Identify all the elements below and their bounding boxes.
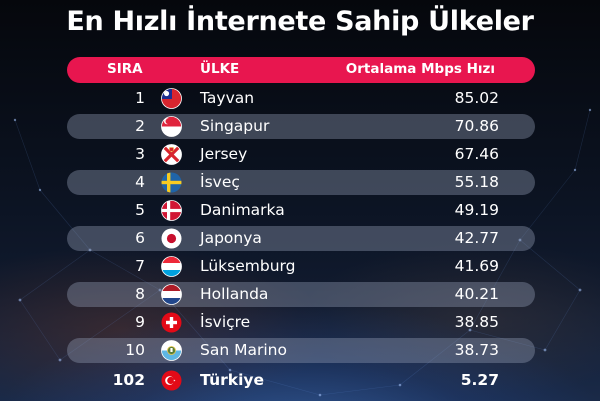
table-row: 2 Singapur 70.86	[67, 114, 535, 139]
row-rank: 8	[135, 285, 145, 303]
row-rank: 9	[135, 313, 145, 331]
taiwan-flag-icon	[161, 88, 182, 109]
row-rank: 4	[135, 173, 145, 191]
row-rank: 102	[112, 371, 145, 389]
row-country: Japonya	[200, 229, 262, 247]
row-speed: 67.46	[454, 145, 499, 163]
row-speed: 42.77	[454, 229, 499, 247]
row-rank: 3	[135, 145, 145, 163]
table-row: 4 İsveç 55.18	[67, 170, 535, 195]
row-speed: 38.85	[454, 313, 499, 331]
header-rank: SIRA	[107, 61, 143, 77]
table-row-highlight: 102 Türkiye 5.27	[67, 368, 535, 393]
turkey-flag-icon	[161, 370, 182, 391]
row-country: Türkiye	[200, 371, 265, 389]
row-stripe	[67, 114, 535, 139]
row-country: Danimarka	[200, 201, 285, 219]
row-country: İsveç	[200, 173, 240, 191]
row-country: Tayvan	[200, 89, 255, 107]
page-title: En Hızlı İnternete Sahip Ülkeler	[66, 6, 534, 37]
row-speed: 55.18	[454, 173, 499, 191]
switzerland-flag-icon	[161, 312, 182, 333]
table-row: 7 Lüksemburg 41.69	[67, 254, 535, 279]
singapore-flag-icon	[161, 116, 182, 137]
sweden-flag-icon	[161, 172, 182, 193]
table-row: 5 Danimarka 49.19	[67, 198, 535, 223]
row-stripe	[67, 338, 535, 363]
table-row: 3 Jersey 67.46	[67, 142, 535, 167]
row-country: Lüksemburg	[200, 257, 296, 275]
row-speed: 85.02	[454, 89, 499, 107]
row-rank: 10	[125, 341, 145, 359]
japan-flag-icon	[161, 228, 182, 249]
row-speed: 40.21	[454, 285, 499, 303]
table-row: 8 Hollanda 40.21	[67, 282, 535, 307]
row-speed: 38.73	[454, 341, 499, 359]
row-country: Hollanda	[200, 285, 269, 303]
san-marino-flag-icon	[161, 340, 182, 361]
row-stripe	[67, 170, 535, 195]
row-country: Singapur	[200, 117, 270, 135]
row-country: İsviçre	[200, 313, 251, 331]
netherlands-flag-icon	[161, 284, 182, 305]
table-row: 1 Tayvan 85.02	[67, 86, 535, 111]
row-country: San Marino	[200, 341, 287, 359]
row-rank: 5	[135, 201, 145, 219]
row-rank: 1	[135, 89, 145, 107]
header-speed: Ortalama Mbps Hızı	[345, 61, 495, 77]
row-rank: 6	[135, 229, 145, 247]
row-speed: 5.27	[460, 371, 499, 389]
row-stripe	[67, 282, 535, 307]
table-row: 10 San Marino 38.73	[67, 338, 535, 363]
row-country: Jersey	[200, 145, 248, 163]
luxembourg-flag-icon	[161, 256, 182, 277]
row-rank: 2	[135, 117, 145, 135]
header-country: ÜLKE	[200, 61, 240, 77]
row-speed: 70.86	[454, 117, 499, 135]
row-speed: 49.19	[454, 201, 499, 219]
table-header-bar: SIRA ÜLKE Ortalama Mbps Hızı	[67, 57, 535, 83]
row-speed: 41.69	[454, 257, 499, 275]
row-stripe	[67, 226, 535, 251]
jersey-flag-icon	[161, 144, 182, 165]
denmark-flag-icon	[161, 200, 182, 221]
table-row: 9 İsviçre 38.85	[67, 310, 535, 335]
row-rank: 7	[135, 257, 145, 275]
table-row: 6 Japonya 42.77	[67, 226, 535, 251]
